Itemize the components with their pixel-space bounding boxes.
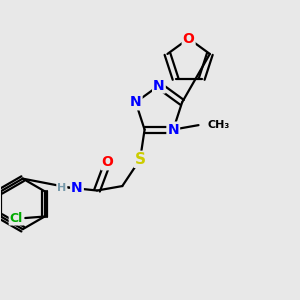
Text: N: N <box>167 123 179 136</box>
Text: CH₃: CH₃ <box>207 120 230 130</box>
Text: H: H <box>57 183 66 193</box>
Text: N: N <box>130 95 142 109</box>
Text: Cl: Cl <box>10 212 23 224</box>
Text: O: O <box>183 32 195 46</box>
Text: O: O <box>101 155 113 169</box>
Text: S: S <box>135 152 146 167</box>
Text: N: N <box>71 181 83 195</box>
Text: N: N <box>153 79 165 92</box>
